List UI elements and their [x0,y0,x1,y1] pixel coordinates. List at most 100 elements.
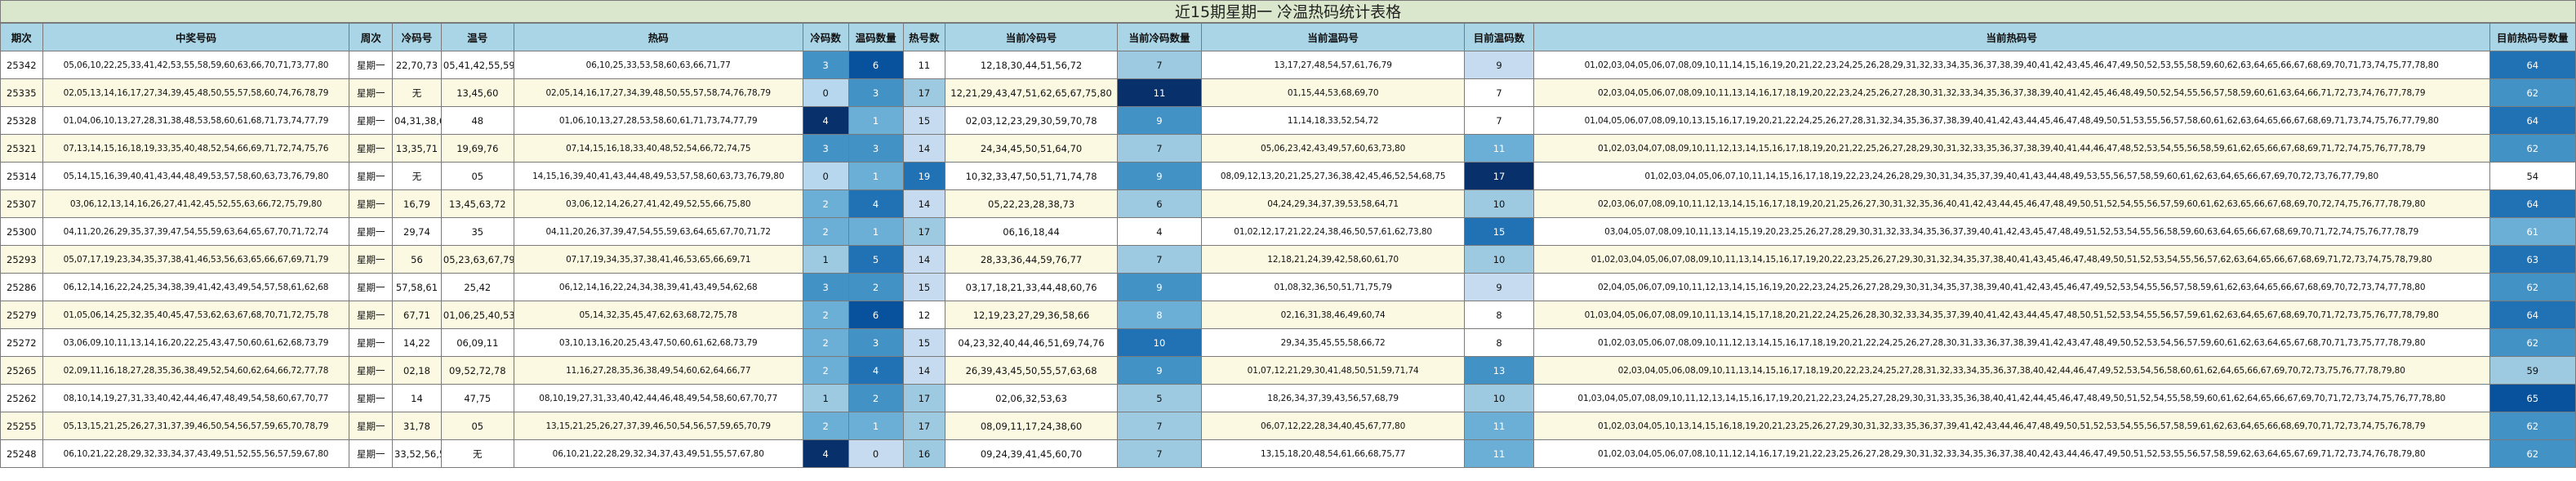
hot-cell: 06,12,14,16,22,24,34,38,39,41,43,49,54,6… [513,273,803,301]
hot-cell: 05,14,32,35,45,47,62,63,68,72,75,78 [513,301,803,329]
weekday-cell: 星期一 [349,189,394,218]
current-hot-count-cell: 62 [2489,439,2576,468]
current-hot-cell: 02,03,04,05,06,07,08,09,10,11,13,14,16,1… [1533,78,2490,107]
current-hot-count-cell: 61 [2489,217,2576,246]
cold-cell: 14 [392,384,442,412]
table-row: 25293 05,07,17,19,23,34,35,37,38,41,46,53… [0,245,2576,274]
hot-count-cell: 16 [902,439,946,468]
hot-count-cell: 11 [902,51,946,79]
current-cold-cell: 03,17,18,21,33,44,48,60,76 [945,273,1118,301]
current-warm-count-cell: 17 [1464,162,1534,190]
hot-count-cell: 14 [902,356,946,385]
current-cold-count-cell: 9 [1116,106,1203,135]
weekday-cell: 星期一 [349,245,394,274]
current-hot-count-cell: 59 [2489,356,2576,385]
current-warm-cell: 18,26,34,37,39,43,56,57,68,79 [1201,384,1466,412]
winning-numbers-cell: 06,12,14,16,22,24,25,34,38,39,41,42,43,4… [42,273,350,301]
issue-cell: 25265 [0,356,43,385]
hot-cell: 01,06,10,13,27,28,53,58,60,61,71,73,74,7… [513,106,803,135]
winning-numbers-cell: 08,10,14,19,27,31,33,40,42,44,46,47,48,4… [42,384,350,412]
warm-cell: 05 [440,162,514,190]
cold-cell: 04,31,38,68 [392,106,442,135]
current-warm-count-cell: 11 [1464,412,1534,440]
warm-cell: 无 [440,439,514,468]
cold-count-cell: 2 [802,301,849,329]
header-current-cold-count: 当前冷码数量 [1116,23,1203,51]
weekday-cell: 星期一 [349,328,394,357]
current-cold-count-cell: 8 [1116,301,1203,329]
cold-cell: 22,70,73 [392,51,442,79]
table-body: 25342 05,06,10,22,25,33,41,42,53,55,58,59… [0,51,2576,468]
cold-cell: 29,74 [392,217,442,246]
warm-cell: 05,23,63,67,79 [440,245,514,274]
table-row: 25262 08,10,14,19,27,31,33,40,42,44,46,47… [0,384,2576,412]
current-hot-cell: 01,03,04,05,06,07,08,09,10,11,13,14,15,1… [1533,301,2490,329]
weekday-cell: 星期一 [349,217,394,246]
table-row: 25300 04,11,20,26,29,35,37,39,47,54,55,59… [0,217,2576,246]
warm-cell: 05,41,42,55,59,80 [440,51,514,79]
cold-count-cell: 0 [802,162,849,190]
hot-count-cell: 15 [902,273,946,301]
cold-cell: 67,71 [392,301,442,329]
header-current-cold: 当前冷码号 [945,23,1118,51]
current-warm-cell: 06,07,12,22,28,34,40,45,67,77,80 [1201,412,1466,440]
current-warm-count-cell: 7 [1464,106,1534,135]
current-warm-cell: 01,07,12,21,29,30,41,48,50,51,59,71,74 [1201,356,1466,385]
cold-count-cell: 1 [802,384,849,412]
hot-cell: 08,10,19,27,31,33,40,42,44,46,48,49,54,5… [513,384,803,412]
hot-cell: 02,05,14,16,17,27,34,39,48,50,55,57,58,7… [513,78,803,107]
current-warm-count-cell: 8 [1464,301,1534,329]
cold-count-cell: 0 [802,78,849,107]
current-hot-cell: 01,02,03,04,05,10,13,14,15,16,18,19,20,2… [1533,412,2490,440]
current-hot-cell: 01,02,03,04,07,08,09,10,11,12,13,14,15,1… [1533,134,2490,163]
weekday-cell: 星期一 [349,78,394,107]
current-cold-cell: 12,18,30,44,51,56,72 [945,51,1118,79]
table-row: 25265 02,09,11,16,18,27,28,35,36,38,49,52… [0,356,2576,385]
table-row: 25255 05,13,15,21,25,26,27,31,37,39,46,50… [0,412,2576,440]
issue-cell: 25342 [0,51,43,79]
issue-cell: 25335 [0,78,43,107]
hot-cell: 07,17,19,34,35,37,38,41,46,53,65,66,69,7… [513,245,803,274]
header-cold-count: 冷码数 [802,23,849,51]
current-cold-cell: 24,34,45,50,51,64,70 [945,134,1118,163]
warm-count-cell: 5 [848,245,904,274]
hot-count-cell: 17 [902,412,946,440]
cold-count-cell: 2 [802,356,849,385]
hot-cell: 03,10,13,16,20,25,43,47,50,60,61,62,68,7… [513,328,803,357]
current-hot-cell: 01,03,04,05,07,08,09,10,11,12,13,14,15,1… [1533,384,2490,412]
warm-count-cell: 1 [848,106,904,135]
warm-count-cell: 1 [848,217,904,246]
warm-count-cell: 3 [848,328,904,357]
hot-count-cell: 12 [902,301,946,329]
issue-cell: 25255 [0,412,43,440]
hot-cell: 07,14,15,16,18,33,40,48,52,54,66,72,74,7… [513,134,803,163]
current-cold-cell: 10,32,33,47,50,51,71,74,78 [945,162,1118,190]
issue-cell: 25262 [0,384,43,412]
table-row: 25286 06,12,14,16,22,24,25,34,38,39,41,42… [0,273,2576,301]
weekday-cell: 星期一 [349,301,394,329]
cold-count-cell: 3 [802,51,849,79]
current-hot-count-cell: 62 [2489,328,2576,357]
current-cold-count-cell: 9 [1116,356,1203,385]
header-issue: 期次 [0,23,43,51]
header-hot-count: 热号数 [902,23,946,51]
warm-cell: 09,52,72,78 [440,356,514,385]
header-warm: 温号 [440,23,514,51]
warm-cell: 47,75 [440,384,514,412]
issue-cell: 25293 [0,245,43,274]
weekday-cell: 星期一 [349,273,394,301]
current-cold-count-cell: 9 [1116,162,1203,190]
weekday-cell: 星期一 [349,162,394,190]
current-cold-cell: 05,22,23,28,38,73 [945,189,1118,218]
current-hot-cell: 01,02,03,04,05,06,07,08,09,10,11,13,14,1… [1533,245,2490,274]
current-hot-count-cell: 63 [2489,245,2576,274]
hot-count-cell: 15 [902,106,946,135]
current-cold-count-cell: 9 [1116,273,1203,301]
table-row: 25307 03,06,12,13,14,16,26,27,41,42,45,52… [0,189,2576,218]
stats-table: 期次 中奖号码 周次 冷码号 温号 热码 冷码数 温码数量 热号数 当前冷码号 … [0,23,2576,468]
header-current-warm: 当前温码号 [1201,23,1466,51]
current-cold-cell: 02,03,12,23,29,30,59,70,78 [945,106,1118,135]
current-cold-count-cell: 7 [1116,245,1203,274]
warm-cell: 06,09,11 [440,328,514,357]
winning-numbers-cell: 06,10,21,22,28,29,32,33,34,37,43,49,51,5… [42,439,350,468]
